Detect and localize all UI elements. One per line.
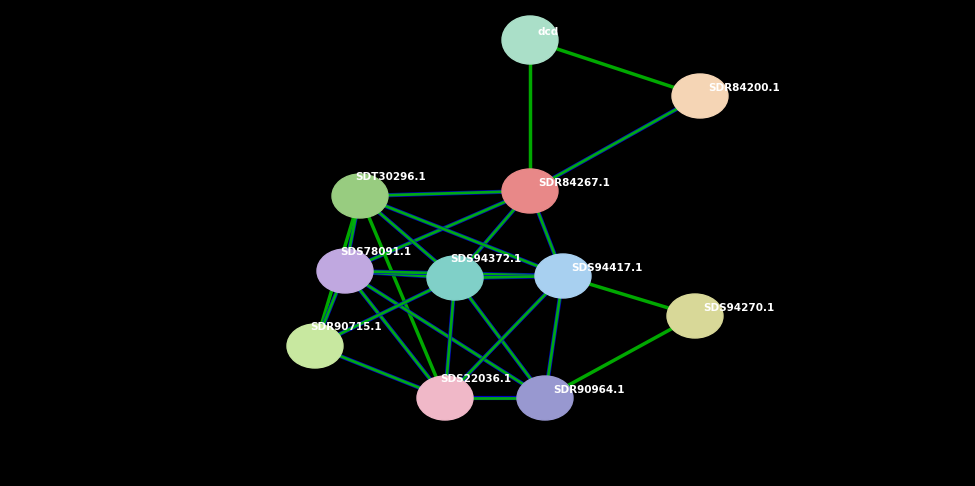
Ellipse shape [502, 169, 558, 213]
Ellipse shape [332, 174, 388, 218]
Ellipse shape [672, 74, 728, 118]
Text: SDR90964.1: SDR90964.1 [553, 385, 625, 395]
Text: SDS94372.1: SDS94372.1 [450, 254, 522, 264]
Text: SDT30296.1: SDT30296.1 [355, 172, 426, 182]
Text: SDS78091.1: SDS78091.1 [340, 247, 411, 257]
Ellipse shape [517, 376, 573, 420]
Ellipse shape [502, 16, 558, 64]
Ellipse shape [287, 324, 343, 368]
Text: SDR84200.1: SDR84200.1 [708, 83, 780, 93]
Ellipse shape [667, 294, 723, 338]
Text: SDR90715.1: SDR90715.1 [310, 322, 381, 332]
Ellipse shape [427, 256, 483, 300]
Ellipse shape [317, 249, 373, 293]
Text: SDS94270.1: SDS94270.1 [703, 303, 774, 313]
Text: SDR84267.1: SDR84267.1 [538, 178, 610, 188]
Text: SDS22036.1: SDS22036.1 [440, 374, 511, 384]
Ellipse shape [535, 254, 591, 298]
Text: dcd: dcd [538, 27, 560, 37]
Text: SDS94417.1: SDS94417.1 [571, 263, 643, 273]
Ellipse shape [417, 376, 473, 420]
